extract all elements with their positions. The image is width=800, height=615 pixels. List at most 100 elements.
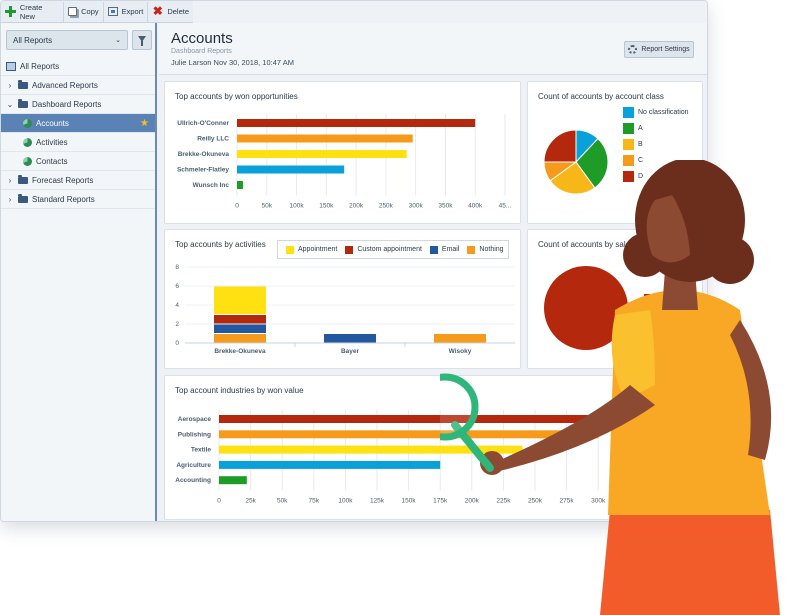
legend-item: D	[623, 171, 689, 182]
folder-icon	[18, 174, 28, 184]
bar-segment	[214, 324, 266, 333]
x-tick-label: 25k	[245, 498, 256, 505]
legend-swatch	[345, 245, 354, 254]
export-button[interactable]: Export	[104, 1, 149, 22]
sidebar-item-advanced-reports[interactable]: › Advanced Reports	[1, 76, 155, 95]
card-title: Count of accounts by sales unit	[538, 240, 650, 249]
won-opportunities-card: Top accounts by won opportunities 0 50k 10…	[164, 81, 521, 224]
folder-icon	[18, 79, 28, 89]
x-tick-label: 250k	[379, 203, 394, 210]
category-label: Publishing	[178, 431, 211, 438]
card-title: Count of accounts by account class	[538, 92, 664, 101]
filter-button[interactable]	[132, 30, 152, 50]
sidebar-item-label: Accounts	[36, 118, 69, 128]
legend-item: A	[623, 123, 689, 134]
app-window: Create New Copy Export ✖ Delete All Repo…	[0, 0, 708, 522]
x-tick-label: 0	[235, 203, 239, 210]
legend-item: B	[623, 139, 689, 150]
x-tick-label: 150k	[402, 498, 417, 505]
pie-slice	[543, 129, 577, 163]
magnifier-icon	[440, 373, 479, 441]
category-label: Ullrich-O'Conner	[177, 120, 229, 127]
copy-icon	[68, 7, 78, 16]
y-tick-label: 8	[175, 264, 179, 271]
category-label: Wisoky	[449, 348, 472, 355]
x-tick-label: 100k	[290, 203, 305, 210]
category-label: Textile	[191, 447, 211, 454]
legend-label: C	[638, 157, 644, 164]
report-settings-button[interactable]: Report Settings	[624, 41, 694, 58]
bar-segment	[214, 286, 266, 314]
category-label: Bayer	[341, 348, 360, 355]
copy-button[interactable]: Copy	[64, 1, 104, 22]
sidebar-item-label: Forecast Reports	[32, 175, 94, 185]
pie-chart-icon	[23, 118, 32, 128]
legend-label: Email	[441, 246, 460, 253]
pie-slice	[549, 161, 596, 195]
legend-swatch	[623, 123, 634, 134]
x-tick-label: 200k	[465, 498, 480, 505]
reports-icon	[6, 61, 16, 71]
card-title: Top account industries by won value	[175, 386, 304, 395]
page-title: Accounts	[171, 30, 233, 47]
activities-card: Top accounts by activities Appointment Cu…	[164, 229, 521, 369]
report-filter-dropdown[interactable]: All Reports ⌄	[6, 30, 128, 50]
export-label: Export	[121, 7, 144, 16]
create-new-label: Create New	[19, 2, 43, 21]
sidebar-item-dashboard-reports[interactable]: ⌄ Dashboard Reports	[1, 95, 155, 114]
y-tick-label: 6	[175, 283, 179, 290]
x-tick-label: 175k	[433, 498, 448, 505]
chevron-right-icon: ›	[8, 80, 12, 90]
sidebar-item-contacts[interactable]: Contacts	[1, 152, 155, 171]
sidebar-item-label: All Reports	[20, 61, 60, 71]
pie-chart-icon	[23, 156, 32, 166]
sidebar-item-all-reports[interactable]: All Reports	[1, 57, 155, 76]
sidebar-item-label: Standard Reports	[32, 194, 95, 204]
breadcrumb: Dashboard Reports	[171, 48, 232, 55]
x-tick-label: 350k	[438, 203, 453, 210]
sidebar-item-label: Dashboard Reports	[32, 99, 102, 109]
star-icon[interactable]: ★	[140, 117, 149, 129]
folder-open-icon	[18, 98, 28, 108]
bar-segment	[214, 315, 266, 324]
account-class-card: Count of accounts by account class No cl…	[527, 81, 703, 224]
x-tick-label: 400k	[468, 203, 483, 210]
bar-segment	[324, 334, 376, 343]
legend-label: D	[638, 173, 644, 180]
bar	[237, 150, 407, 158]
legend-item: Custom appointment	[345, 245, 422, 254]
x-tick-label: 50k	[262, 203, 273, 210]
activities-legend: Appointment Custom appointment Email Nothin…	[277, 240, 509, 259]
copy-label: Copy	[81, 7, 99, 16]
y-tick-label: 4	[175, 302, 179, 309]
chevron-down-icon: ⌄	[115, 37, 121, 44]
sidebar-item-standard-reports[interactable]: › Standard Reports	[1, 190, 155, 209]
skirt-shape	[600, 510, 780, 615]
create-new-button[interactable]: Create New	[1, 1, 65, 22]
hair-curl	[706, 236, 754, 284]
sidebar-item-forecast-reports[interactable]: › Forecast Reports	[1, 171, 155, 190]
x-tick-label: 250k	[528, 498, 543, 505]
sidebar-item-label: Advanced Reports	[32, 80, 98, 90]
x-tick-label: 300k	[409, 203, 424, 210]
pie-slice	[544, 266, 628, 350]
bar	[219, 460, 441, 469]
plus-icon	[5, 6, 16, 17]
export-icon	[107, 7, 118, 16]
chevron-right-icon: ›	[8, 194, 12, 204]
legend-item: C	[623, 155, 689, 166]
sidebar-item-accounts[interactable]: Accounts ★	[1, 114, 155, 133]
sidebar-item-label: Activities	[36, 137, 68, 147]
delete-label: Delete	[167, 7, 189, 16]
person-illustration	[440, 160, 780, 615]
author-timestamp: Julie Larson Nov 30, 2018, 10:47 AM	[171, 58, 294, 67]
sidebar: All Reports ⌄ All Reports › Advanced Rep…	[1, 23, 157, 521]
bar	[219, 415, 693, 423]
delete-button[interactable]: ✖ Delete	[148, 2, 193, 22]
sidebar-item-activities[interactable]: Activities	[1, 133, 155, 152]
legend-label: Appointment	[298, 246, 338, 253]
chevron-down-icon: ⌄	[6, 99, 14, 109]
x-tick-label: 50k	[277, 498, 288, 505]
legend-item: Email	[429, 245, 460, 254]
account-class-pie	[543, 129, 609, 195]
